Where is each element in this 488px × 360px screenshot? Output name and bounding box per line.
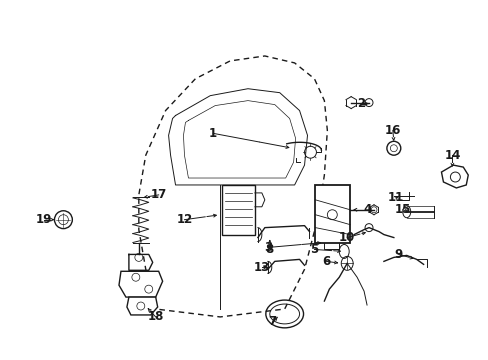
- Bar: [222, 185, 254, 235]
- Text: 5: 5: [310, 243, 318, 256]
- Text: 19: 19: [35, 213, 52, 226]
- Text: 7: 7: [268, 315, 276, 328]
- Text: 16: 16: [384, 124, 400, 137]
- Text: 9: 9: [394, 248, 402, 261]
- Text: 1: 1: [209, 127, 217, 140]
- Text: 12: 12: [176, 213, 192, 226]
- Polygon shape: [441, 165, 468, 188]
- Text: 10: 10: [338, 231, 355, 244]
- Polygon shape: [119, 271, 163, 297]
- Text: 15: 15: [394, 203, 410, 216]
- Text: 2: 2: [356, 97, 365, 110]
- Polygon shape: [127, 297, 157, 315]
- Text: 6: 6: [322, 255, 330, 268]
- Text: 14: 14: [443, 149, 460, 162]
- Text: 4: 4: [363, 203, 371, 216]
- Text: 13: 13: [253, 261, 269, 274]
- Text: 8: 8: [265, 243, 273, 256]
- Text: 3: 3: [263, 241, 271, 254]
- Text: 11: 11: [387, 192, 403, 204]
- Bar: [315, 185, 349, 243]
- Text: 17: 17: [150, 188, 166, 201]
- Text: 18: 18: [147, 310, 163, 323]
